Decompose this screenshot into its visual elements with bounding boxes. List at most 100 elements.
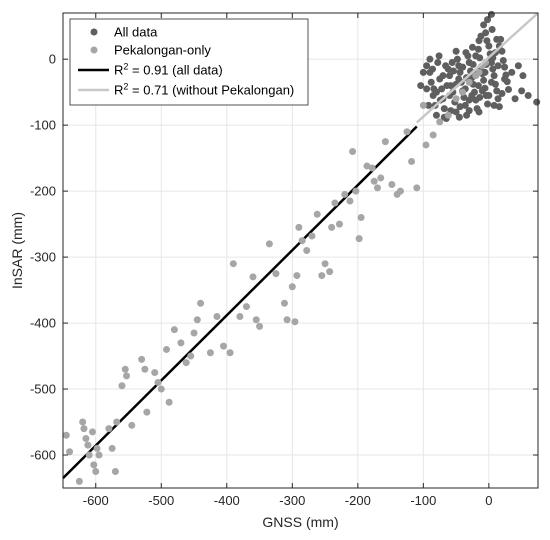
point-all-data bbox=[455, 113, 463, 121]
x-tick-label: -400 bbox=[214, 493, 240, 508]
point-pekalongan bbox=[318, 272, 326, 280]
y-tick-label: -400 bbox=[30, 316, 56, 331]
point-pekalongan bbox=[444, 111, 452, 119]
point-pekalongan bbox=[303, 247, 311, 254]
point-pekalongan bbox=[408, 157, 416, 165]
point-all-data bbox=[440, 105, 448, 113]
legend-box bbox=[69, 18, 309, 106]
legend-label-pekalongan: Pekalongan-only bbox=[114, 43, 211, 58]
point-all-data bbox=[469, 60, 477, 68]
point-all-data bbox=[455, 75, 463, 83]
point-pekalongan bbox=[373, 184, 381, 192]
point-all-data bbox=[425, 101, 433, 109]
point-pekalongan bbox=[80, 425, 88, 433]
point-pekalongan bbox=[88, 428, 96, 436]
point-pekalongan bbox=[436, 118, 444, 126]
point-pekalongan bbox=[165, 398, 173, 406]
point-pekalongan bbox=[349, 148, 357, 156]
point-all-data bbox=[472, 52, 480, 60]
x-tick-label: 0 bbox=[485, 493, 492, 508]
point-all-data bbox=[452, 108, 460, 116]
point-pekalongan bbox=[143, 408, 151, 416]
point-pekalongan bbox=[138, 355, 146, 363]
point-pekalongan bbox=[226, 349, 234, 357]
point-all-data bbox=[490, 72, 498, 80]
point-all-data bbox=[427, 78, 435, 86]
point-pekalongan bbox=[236, 312, 244, 320]
point-pekalongan bbox=[293, 272, 301, 280]
point-all-data bbox=[432, 111, 440, 119]
point-pekalongan bbox=[197, 299, 205, 307]
point-pekalongan bbox=[352, 187, 360, 195]
point-all-data bbox=[456, 103, 464, 111]
point-all-data bbox=[459, 63, 467, 71]
y-tick-label: -500 bbox=[30, 382, 56, 397]
point-all-data bbox=[423, 62, 431, 70]
point-all-data bbox=[423, 85, 431, 93]
point-all-data bbox=[438, 85, 446, 93]
point-all-data bbox=[489, 65, 497, 73]
point-all-data bbox=[465, 107, 473, 115]
point-all-data bbox=[446, 72, 454, 80]
point-pekalongan bbox=[90, 461, 98, 469]
point-pekalongan bbox=[111, 468, 119, 476]
point-pekalongan bbox=[128, 421, 136, 429]
point-pekalongan bbox=[368, 164, 376, 172]
point-pekalongan bbox=[213, 312, 221, 320]
point-pekalongan bbox=[465, 78, 473, 86]
point-all-data bbox=[426, 55, 434, 63]
point-all-data bbox=[452, 47, 460, 55]
point-pekalongan bbox=[108, 444, 116, 452]
point-all-data bbox=[474, 82, 482, 90]
point-all-data bbox=[519, 72, 527, 80]
point-all-data bbox=[490, 101, 498, 109]
point-all-data bbox=[435, 52, 443, 60]
point-all-data bbox=[468, 43, 476, 51]
point-all-data bbox=[485, 42, 493, 50]
point-pekalongan bbox=[220, 342, 228, 350]
point-pekalongan bbox=[346, 197, 354, 205]
point-pekalongan bbox=[95, 451, 103, 459]
y-tick-label: -100 bbox=[30, 118, 56, 133]
point-pekalongan bbox=[256, 322, 264, 330]
point-pekalongan bbox=[193, 316, 201, 324]
point-all-data bbox=[533, 98, 541, 106]
point-pekalongan bbox=[403, 128, 411, 136]
point-pekalongan bbox=[413, 184, 421, 192]
point-pekalongan bbox=[313, 210, 321, 218]
point-all-data bbox=[419, 68, 427, 76]
point-all-data bbox=[488, 25, 496, 33]
point-pekalongan bbox=[381, 138, 389, 146]
x-tick-label: -200 bbox=[345, 493, 371, 508]
point-all-data bbox=[465, 96, 473, 104]
legend-label-fit-without: R2 = 0.71 (without Pekalongan) bbox=[114, 82, 294, 98]
point-all-data bbox=[481, 68, 489, 76]
point-pekalongan bbox=[190, 329, 198, 337]
point-all-data bbox=[487, 78, 495, 86]
point-pekalongan bbox=[187, 352, 195, 360]
fit-lines bbox=[62, 125, 418, 479]
point-all-data bbox=[480, 76, 488, 84]
y-axis-label: InSAR (mm) bbox=[9, 212, 25, 289]
point-all-data bbox=[448, 58, 456, 66]
legend-marker-pekalongan bbox=[90, 46, 98, 54]
point-pekalongan bbox=[475, 68, 483, 76]
point-all-data bbox=[493, 35, 501, 43]
point-pekalongan bbox=[75, 477, 83, 485]
point-all-data bbox=[494, 62, 502, 70]
point-pekalongan bbox=[288, 283, 296, 291]
point-all-data bbox=[483, 37, 491, 45]
point-pekalongan bbox=[85, 451, 93, 459]
point-all-data bbox=[494, 95, 502, 103]
point-all-data bbox=[493, 87, 501, 95]
point-pekalongan bbox=[377, 174, 385, 182]
y-tick-label: -200 bbox=[30, 184, 56, 199]
point-all-data bbox=[476, 93, 484, 101]
x-tick-label: -100 bbox=[410, 493, 436, 508]
point-all-data bbox=[417, 82, 425, 90]
point-pekalongan bbox=[141, 365, 149, 373]
point-all-data bbox=[429, 65, 437, 73]
fit-line-without-pekalongan bbox=[415, 12, 539, 124]
point-pekalongan bbox=[151, 369, 159, 377]
point-all-data bbox=[498, 47, 506, 55]
